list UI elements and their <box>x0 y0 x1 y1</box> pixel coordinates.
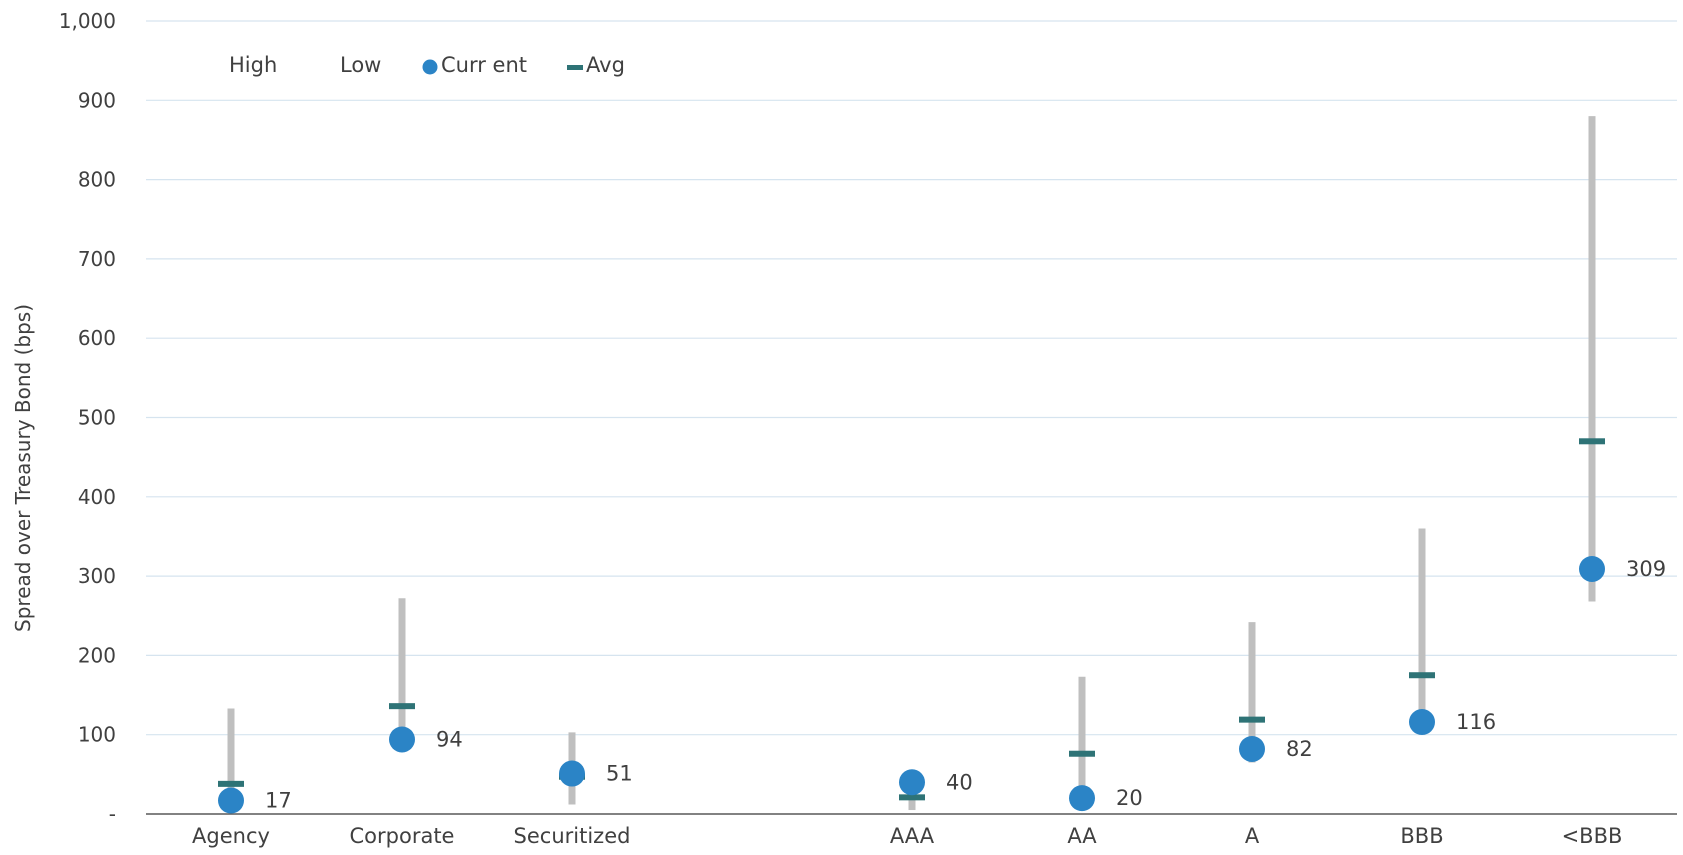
x-category-label: Corporate <box>350 824 455 848</box>
y-tick-label: 200 <box>78 643 116 667</box>
avg-marker <box>899 794 925 801</box>
avg-marker <box>389 703 415 710</box>
data-label: 40 <box>946 770 973 794</box>
current-marker <box>1579 555 1605 582</box>
current-marker <box>1069 785 1095 812</box>
avg-marker <box>1239 716 1265 723</box>
x-category-label: Agency <box>192 824 270 848</box>
y-tick-label: 600 <box>78 326 116 350</box>
x-category-label: <BBB <box>1562 824 1623 848</box>
current-marker <box>389 726 415 753</box>
gridlines <box>146 20 1677 736</box>
data-label: 20 <box>1116 786 1143 810</box>
avg-marker <box>1579 438 1605 445</box>
legend-label-current: Curr ent <box>441 53 527 77</box>
y-tick-label: 500 <box>78 406 116 430</box>
data-label: 82 <box>1286 737 1313 761</box>
chart-marks: 17 94 51 40 20 82 116 309 <box>218 116 1666 814</box>
avg-marker <box>218 780 244 787</box>
legend: High Low Curr ent Avg <box>229 53 625 77</box>
y-tick-label: 800 <box>78 168 116 192</box>
legend-label-avg: Avg <box>586 53 625 77</box>
y-tick-label: 700 <box>78 247 116 271</box>
x-axis-labels: Agency Corporate Securitized AAA AA A BBB <BBB <box>192 824 1622 848</box>
current-marker <box>1409 709 1435 736</box>
current-marker <box>1239 735 1265 762</box>
data-label: 94 <box>436 727 463 751</box>
avg-marker <box>1069 750 1095 757</box>
avg-marker <box>1409 672 1435 679</box>
x-category-label: BBB <box>1400 824 1443 848</box>
data-label: 309 <box>1626 557 1666 581</box>
y-tick-label: - <box>109 802 116 826</box>
y-tick-label: 900 <box>78 88 116 112</box>
y-tick-label: 400 <box>78 485 116 509</box>
y-tick-label: 100 <box>78 723 116 747</box>
legend-avg-marker <box>567 65 583 70</box>
data-label: 116 <box>1456 710 1496 734</box>
legend-current-marker <box>422 59 438 75</box>
current-marker <box>899 769 925 796</box>
y-tick-label: 300 <box>78 564 116 588</box>
current-marker <box>559 760 585 787</box>
x-category-label: AA <box>1067 824 1097 848</box>
x-category-label: Securitized <box>514 824 631 848</box>
x-category-label: A <box>1245 824 1260 848</box>
y-axis-title: Spread over Treasury Bond (bps) <box>11 304 35 632</box>
data-label: 51 <box>606 762 633 786</box>
y-axis-ticks: - 100 200 300 400 500 600 700 800 900 1,000 <box>59 9 116 826</box>
current-marker <box>218 787 244 814</box>
legend-label-low: Low <box>340 53 381 77</box>
y-tick-label: 1,000 <box>59 9 116 33</box>
legend-label-high: High <box>229 53 277 77</box>
x-category-label: AAA <box>890 824 935 848</box>
data-label: 17 <box>265 789 292 813</box>
